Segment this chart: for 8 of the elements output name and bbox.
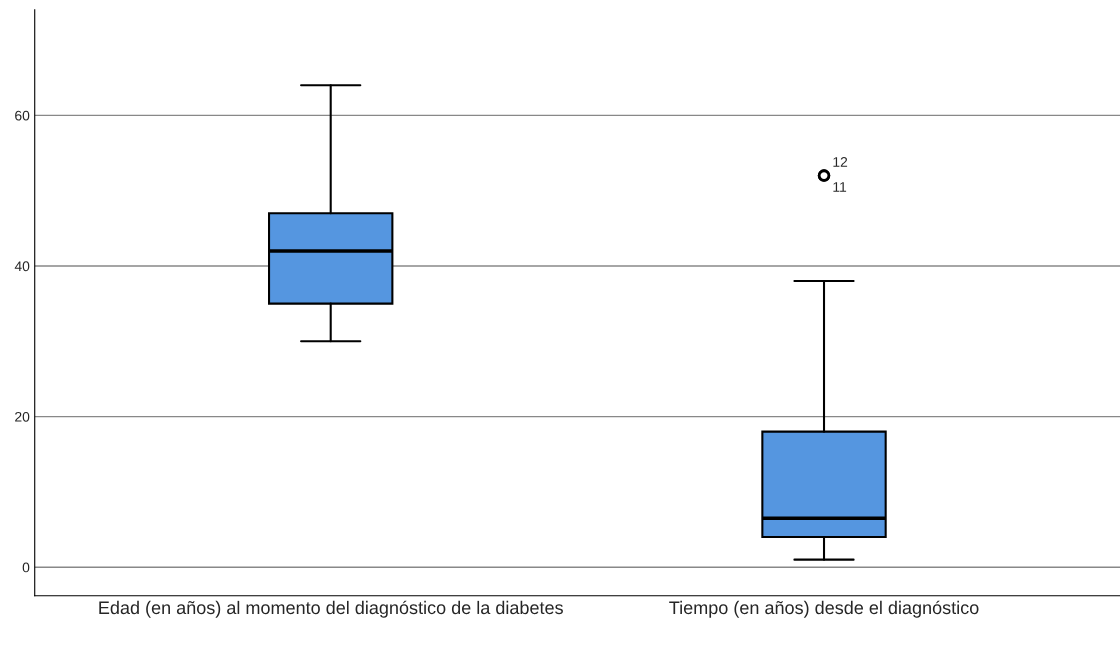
y-tick-label: 0 — [22, 562, 30, 573]
annotation: 11 — [833, 182, 847, 192]
x-tick-label: Tiempo (en años) desde el diagnóstico — [669, 600, 979, 618]
y-tick-label: 40 — [14, 261, 30, 272]
annotation: 12 — [833, 156, 848, 167]
y-tick-label: 20 — [15, 411, 30, 422]
y-tick-label: 60 — [15, 110, 30, 121]
x-tick-label: Edad (en años) al momento del diagnóstico de la diabetes — [99, 600, 563, 618]
